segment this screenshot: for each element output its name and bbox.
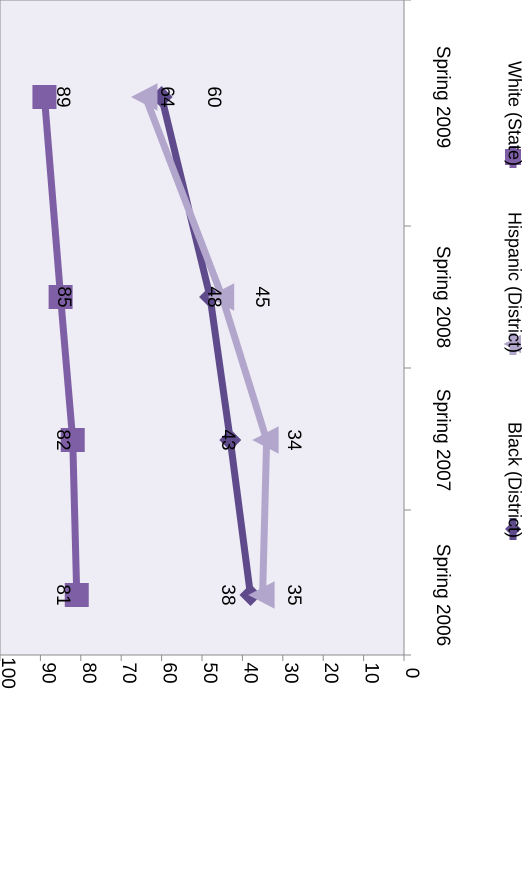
value-tick-label: 50: [199, 662, 220, 683]
data-label: 82: [52, 429, 73, 450]
category-label: Spring 2009: [432, 46, 453, 148]
category-label: Spring 2006: [432, 544, 453, 646]
legend-swatch-marker: [503, 334, 521, 354]
value-tick-label: 0: [401, 668, 422, 679]
value-tick-label: 90: [37, 662, 58, 683]
value-tick-label: 20: [320, 662, 341, 683]
data-point: [60, 428, 85, 452]
data-point: [207, 283, 235, 311]
data-point: [219, 429, 242, 451]
data-label: 43: [217, 429, 238, 450]
data-point: [32, 85, 57, 109]
legend-swatch-marker: [505, 521, 521, 537]
data-label: 81: [52, 584, 73, 605]
data-label: 89: [52, 86, 73, 107]
value-tick-label: 70: [118, 662, 139, 683]
data-label: 34: [283, 429, 304, 451]
legend-label: Hispanic (District): [504, 212, 524, 353]
legend-label: White (State): [504, 61, 524, 166]
data-label: 38: [217, 584, 238, 605]
axis-layer: 0 10 20 30 40 50 60 70 80 90 100 Spring 2006 Spring …: [0, 0, 453, 689]
value-tick-label: 30: [280, 662, 301, 683]
legend: Black (District) Hispanic (District) White…: [503, 61, 524, 540]
data-label: 45: [251, 286, 272, 307]
legend-label: Black (District): [504, 422, 524, 538]
category-label: Spring 2007: [432, 389, 453, 491]
data-label: 35: [283, 584, 304, 605]
plot-area: [0, 0, 405, 656]
data-point: [48, 285, 73, 309]
data-point: [131, 83, 158, 111]
value-tick-label: 100: [0, 657, 18, 689]
data-label: 48: [203, 286, 224, 307]
series-layer: [32, 83, 279, 609]
series-line: [40, 96, 81, 596]
category-label: Spring 2008: [432, 246, 453, 348]
value-tick-label: 10: [361, 662, 382, 683]
value-tick-label: 40: [239, 662, 260, 683]
data-label: 60: [203, 86, 224, 107]
data-label: 85: [53, 286, 74, 307]
value-tick-label: 60: [159, 662, 180, 683]
value-tick-label: 80: [78, 662, 99, 683]
data-label-layer: 38 43 48 60 35 34 45 64 81 82 85 89: [52, 86, 304, 605]
series-line: [142, 95, 271, 596]
data-label: 64: [156, 86, 177, 108]
legend-swatch-marker: [505, 149, 521, 165]
data-point: [64, 583, 89, 607]
data-point: [248, 581, 275, 609]
data-point: [252, 426, 279, 454]
